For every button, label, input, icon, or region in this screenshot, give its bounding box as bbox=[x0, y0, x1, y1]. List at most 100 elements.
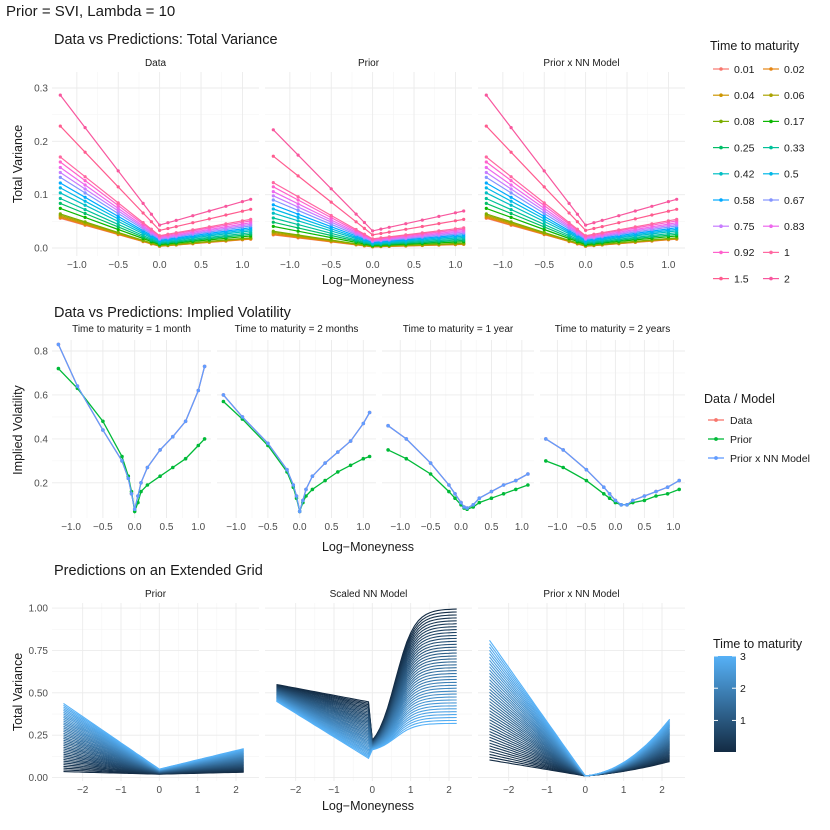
extended-grid-chart: Predictions on an Extended Grid −2 −1 0 1 2 0.… bbox=[11, 563, 803, 813]
x-tick-label: 0.5 bbox=[637, 522, 651, 533]
data-point bbox=[116, 209, 120, 213]
iv-facet-3-panel: −1.0 −0.5 0.0 0.5 1.0 bbox=[540, 340, 685, 533]
legend-title: Time to maturity bbox=[710, 39, 800, 53]
x-tick-label: 1.0 bbox=[235, 260, 249, 271]
maturity-curve bbox=[276, 699, 457, 755]
data-point bbox=[575, 227, 580, 231]
legend-key-point bbox=[719, 93, 723, 97]
maturity-curve bbox=[276, 696, 457, 749]
facet-strip-label: Time to maturity = 2 years bbox=[555, 324, 671, 335]
data-point bbox=[484, 155, 488, 159]
legend-key-point bbox=[769, 119, 773, 124]
data-point bbox=[354, 220, 358, 224]
maturity-curve bbox=[276, 620, 457, 743]
legend-key-point bbox=[769, 93, 773, 97]
legend-title: Data / Model bbox=[704, 392, 775, 406]
series-line bbox=[485, 172, 677, 240]
implied-volatility-chart: Data vs Predictions: Implied Volatility −… bbox=[11, 305, 810, 554]
maturity-curve bbox=[276, 678, 457, 747]
legend-key-point bbox=[714, 456, 718, 460]
x-tick-label: −1.0 bbox=[390, 522, 410, 533]
data-point bbox=[509, 183, 513, 187]
data-point bbox=[542, 225, 546, 229]
data-point bbox=[296, 202, 300, 206]
data-point bbox=[58, 191, 62, 195]
data-point bbox=[650, 204, 654, 208]
legend-label: 0.5 bbox=[784, 169, 799, 181]
data-point bbox=[484, 93, 488, 97]
x-axis-label: Log−Moneyness bbox=[322, 540, 414, 554]
facet-strip-label: Scaled NN Model bbox=[330, 589, 408, 600]
legend-label: 0.42 bbox=[734, 169, 755, 181]
data-point bbox=[83, 208, 87, 212]
data-point bbox=[83, 183, 87, 187]
maturity-curve bbox=[276, 637, 457, 744]
maturity-curve bbox=[276, 699, 457, 754]
data-point bbox=[116, 206, 120, 210]
y-tick-label: 0.75 bbox=[29, 646, 49, 657]
data-point bbox=[453, 211, 457, 215]
model-point bbox=[240, 415, 245, 419]
ext-facet-0-panel: −2 −1 0 1 2 0.00 0.25 0.50 0.75 1.00 bbox=[29, 603, 259, 796]
legend-key-point bbox=[769, 276, 773, 281]
model-point bbox=[101, 428, 105, 432]
x-tick-label: −0.5 bbox=[534, 260, 554, 271]
data-point bbox=[296, 215, 300, 220]
maturity-curve bbox=[276, 700, 457, 758]
data-point bbox=[296, 212, 300, 216]
data-point bbox=[542, 217, 546, 221]
data-point bbox=[387, 225, 391, 229]
data-point bbox=[600, 218, 604, 222]
prior-point bbox=[361, 456, 366, 461]
model-point bbox=[477, 496, 482, 501]
y-tick-label: 0.8 bbox=[34, 346, 48, 357]
legend-label: 0.06 bbox=[784, 90, 805, 102]
data-point bbox=[387, 230, 391, 234]
data-point bbox=[584, 223, 588, 227]
x-tick-label: 0.0 bbox=[153, 260, 167, 271]
data-point bbox=[116, 219, 120, 224]
data-point bbox=[271, 190, 275, 194]
maturity-curve bbox=[276, 700, 457, 760]
maturity-curve bbox=[276, 697, 457, 749]
data-point bbox=[240, 209, 244, 213]
legend-title: Time to maturity bbox=[713, 637, 803, 651]
model-point bbox=[544, 437, 548, 441]
data-point bbox=[600, 225, 604, 229]
data-point bbox=[542, 214, 546, 218]
maturity-curve bbox=[276, 690, 457, 748]
data-point bbox=[296, 198, 300, 202]
data-point bbox=[462, 226, 466, 230]
x-tick-label: 1 bbox=[408, 785, 414, 796]
legend-label: 0.75 bbox=[734, 221, 755, 233]
facet-strip-label: Prior x NN Model bbox=[543, 589, 619, 600]
data-point bbox=[166, 232, 170, 236]
data-point bbox=[83, 211, 87, 216]
model-point bbox=[501, 483, 506, 487]
colorbar-label: 3 bbox=[740, 651, 746, 663]
legend-label: Prior bbox=[730, 434, 753, 446]
model-point bbox=[158, 448, 162, 452]
data-point bbox=[666, 219, 671, 223]
data-point bbox=[83, 175, 87, 179]
data-point bbox=[158, 228, 162, 232]
prior-point bbox=[221, 399, 226, 404]
x-tick-label: 1.0 bbox=[356, 522, 370, 533]
x-tick-label: 1 bbox=[621, 785, 627, 796]
data-point bbox=[484, 191, 488, 195]
legend-key-point bbox=[769, 250, 773, 255]
data-point bbox=[484, 124, 488, 128]
facet-strip-label: Time to maturity = 2 months bbox=[235, 324, 359, 335]
data-point bbox=[567, 211, 571, 215]
prior-point bbox=[453, 496, 457, 501]
legend-key-point bbox=[719, 198, 723, 202]
data-point bbox=[83, 126, 87, 130]
data-point bbox=[362, 220, 366, 225]
x-tick-label: 0.0 bbox=[128, 522, 142, 533]
x-tick-label: −1.0 bbox=[61, 522, 81, 533]
data-point bbox=[592, 226, 596, 231]
data-point bbox=[174, 218, 178, 222]
model-point bbox=[428, 461, 433, 465]
x-tick-label: −2 bbox=[77, 785, 89, 796]
data-point bbox=[58, 181, 62, 185]
